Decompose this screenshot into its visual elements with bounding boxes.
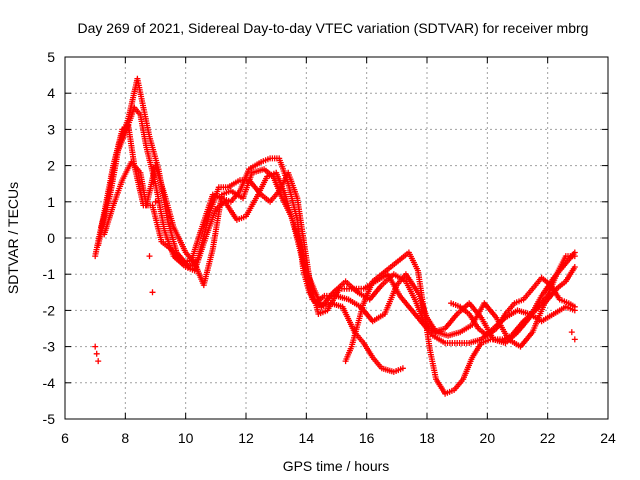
data-point [152, 198, 159, 205]
x-tick-label: 14 [299, 430, 315, 446]
data-point [399, 365, 406, 372]
x-tick-label: 18 [419, 430, 435, 446]
y-tick-label: 4 [47, 85, 55, 101]
y-tick-label: -4 [43, 375, 56, 391]
x-axis-label: GPS time / hours [283, 458, 390, 474]
data-point [568, 329, 575, 336]
series-trace-7 [92, 198, 578, 365]
x-tick-label: 6 [61, 430, 69, 446]
x-tick-label: 24 [600, 430, 616, 446]
data-point [95, 358, 102, 365]
data-point [571, 303, 578, 310]
y-tick-label: -1 [43, 266, 56, 282]
series-trace-4 [101, 159, 406, 375]
y-tick-label: -5 [43, 411, 56, 427]
data-point [571, 264, 578, 270]
series-trace-5 [342, 249, 578, 397]
grid [65, 57, 608, 419]
chart-title: Day 269 of 2021, Sidereal Day-to-day VTE… [78, 20, 589, 36]
y-axis-label: SDTVAR / TECUs [5, 182, 21, 294]
data-point [92, 343, 99, 350]
y-tick-label: 3 [47, 121, 55, 137]
y-tick-label: 2 [47, 158, 55, 174]
y-tick-label: -2 [43, 302, 56, 318]
axis-ticks [64, 56, 609, 420]
data-point [149, 289, 156, 296]
series-trace-6 [448, 274, 578, 339]
x-tick-label: 12 [238, 430, 254, 446]
x-tick-label: 22 [540, 430, 556, 446]
y-tick-label: 0 [47, 230, 55, 246]
x-tick-label: 20 [480, 430, 496, 446]
data-points [92, 75, 578, 397]
x-tick-labels: 6 8 10 12 14 16 18 20 22 24 [61, 430, 616, 446]
x-tick-label: 10 [178, 430, 194, 446]
y-tick-label: 5 [47, 49, 55, 65]
x-tick-label: 8 [121, 430, 129, 446]
data-point [146, 253, 153, 260]
y-tick-label: -3 [43, 339, 56, 355]
series-trace-2 [95, 104, 578, 346]
x-tick-label: 16 [359, 430, 375, 446]
data-point [571, 336, 578, 343]
y-tick-labels: -5 -4 -3 -2 -1 0 1 2 3 4 5 [43, 49, 56, 427]
data-point [93, 350, 100, 357]
data-point [571, 253, 578, 260]
y-tick-label: 1 [47, 194, 55, 210]
